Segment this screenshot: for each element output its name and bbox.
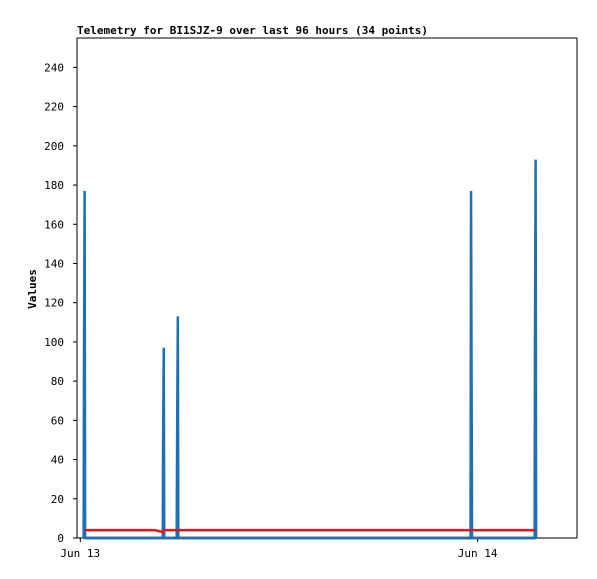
y-tick-label: 60	[51, 414, 64, 427]
y-tick-label: 220	[44, 101, 64, 114]
y-tick-label: 140	[44, 257, 64, 270]
y-tick-label: 240	[44, 61, 64, 74]
series-line	[82, 159, 538, 540]
y-tick-label: 180	[44, 179, 64, 192]
y-tick-label: 20	[51, 493, 64, 506]
plot-frame	[76, 37, 578, 539]
y-tick-label: 160	[44, 218, 64, 231]
y-tick-label: 80	[51, 375, 64, 388]
x-tick-label: Jun 14	[458, 547, 498, 560]
y-tick-label: 0	[57, 532, 64, 545]
chart-title: Telemetry for BI1SJZ-9 over last 96 hour…	[77, 24, 428, 37]
x-tick-label: Jun 13	[60, 547, 100, 560]
y-tick-label: 40	[51, 454, 64, 467]
y-axis-label: Values	[26, 269, 39, 309]
series-line	[84, 528, 536, 534]
y-tick-label: 120	[44, 297, 64, 310]
y-tick-label: 100	[44, 336, 64, 349]
y-tick-label: 200	[44, 140, 64, 153]
